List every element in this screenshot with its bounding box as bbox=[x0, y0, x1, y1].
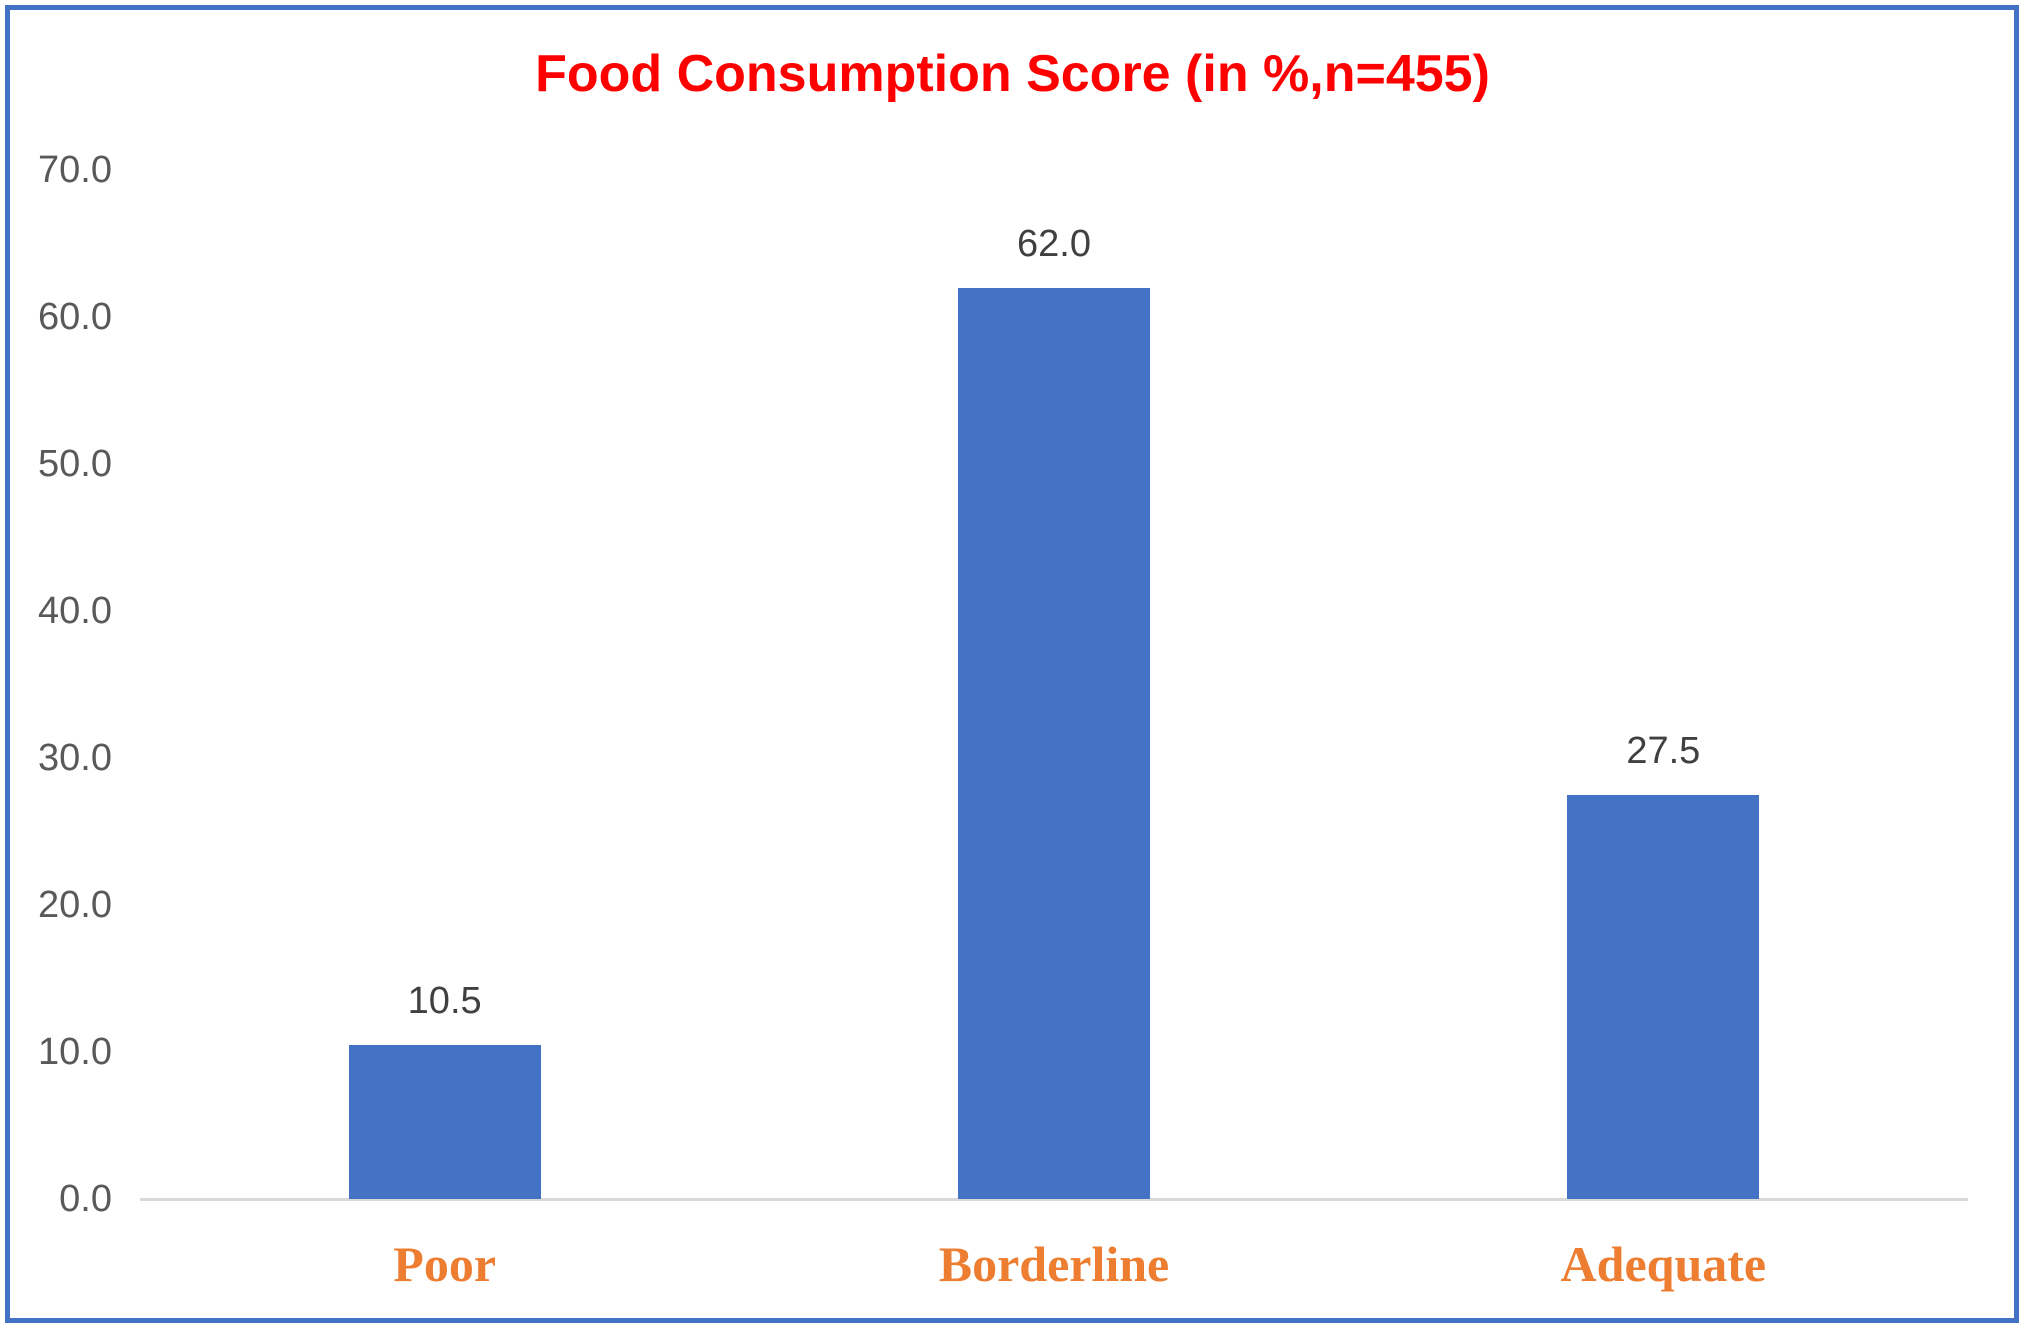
y-tick-label: 60.0 bbox=[38, 296, 112, 338]
bar-value-label: 62.0 bbox=[1017, 222, 1091, 265]
bar bbox=[1567, 794, 1760, 1199]
bar bbox=[958, 287, 1150, 1199]
y-tick-label: 30.0 bbox=[38, 737, 112, 779]
bar-value-label: 27.5 bbox=[1626, 729, 1701, 772]
chart-title: Food Consumption Score (in %,n=455) bbox=[535, 45, 1490, 103]
category-label: Adequate bbox=[1560, 1236, 1767, 1292]
y-tick-label: 70.0 bbox=[38, 149, 112, 191]
bar bbox=[348, 1044, 541, 1199]
bar-value-label: 10.5 bbox=[407, 979, 482, 1022]
x-axis-line bbox=[140, 1198, 1968, 1201]
y-tick-label: 50.0 bbox=[38, 443, 112, 485]
y-tick-label: 10.0 bbox=[38, 1031, 112, 1073]
y-tick-label: 40.0 bbox=[38, 590, 112, 632]
y-tick-label: 20.0 bbox=[38, 884, 112, 926]
category-label: Borderline bbox=[938, 1236, 1170, 1292]
y-tick-label: 0.0 bbox=[59, 1178, 112, 1220]
category-label: Poor bbox=[393, 1236, 497, 1292]
